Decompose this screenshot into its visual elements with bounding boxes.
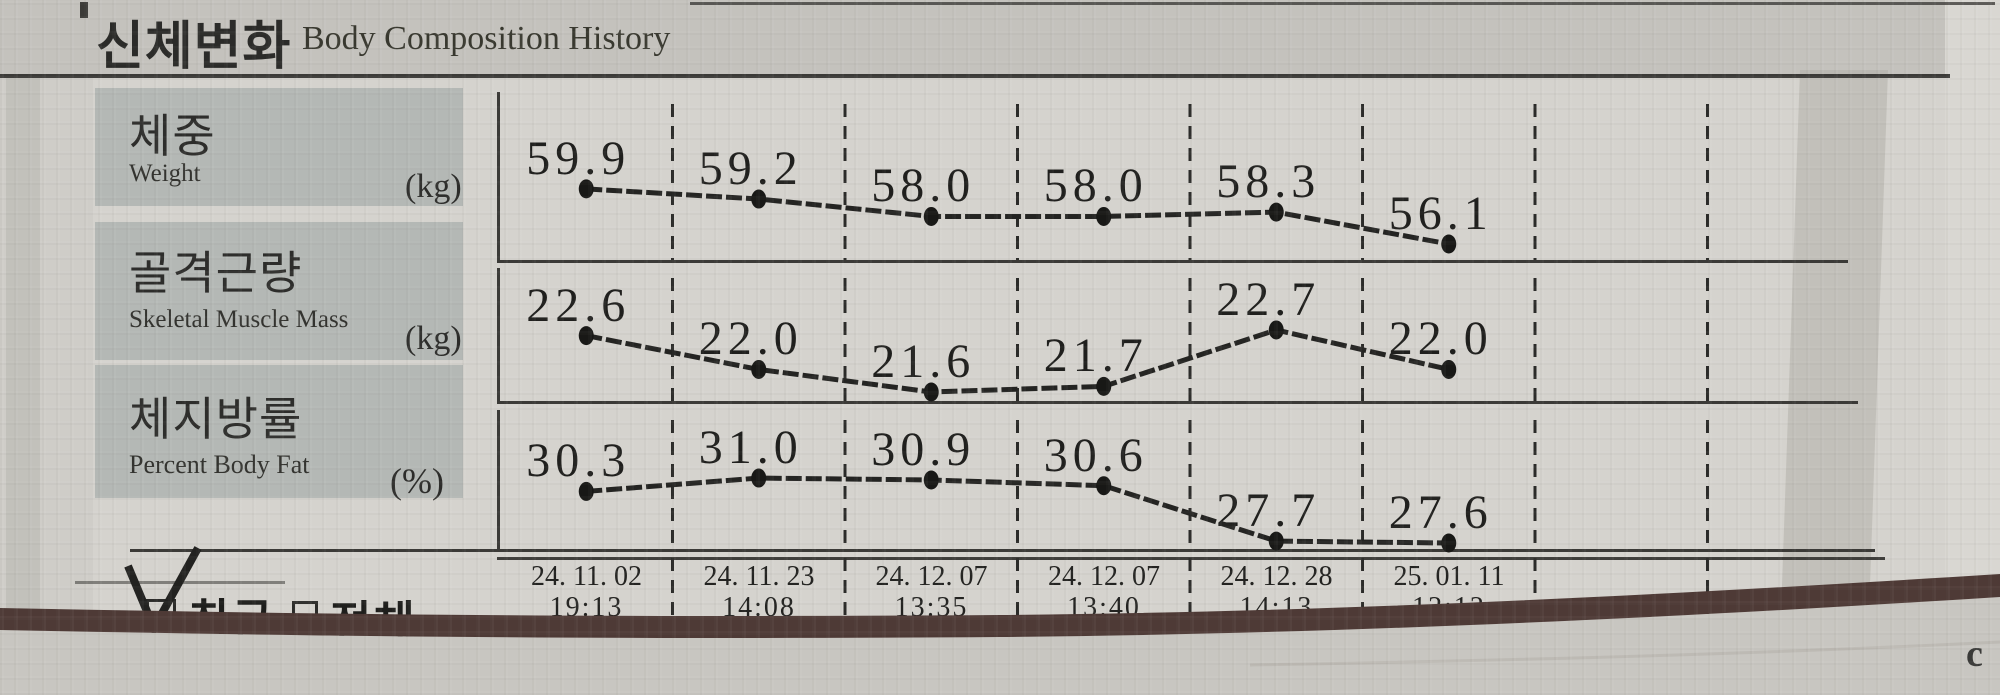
page-title-korean: 신체변화 <box>96 18 292 76</box>
x-date-label: 24. 12. 07 <box>1048 561 1160 592</box>
x-date-label: 24. 12. 28 <box>1220 561 1333 592</box>
x-time-label: 13:35 <box>894 592 969 623</box>
title-underline <box>0 74 1950 78</box>
value-label: 31.0 <box>698 421 803 475</box>
value-label: 30.3 <box>526 434 631 488</box>
value-label: 27.6 <box>1388 486 1493 539</box>
row-label-fat-korean: 체지방률 <box>129 393 303 445</box>
scan-corner-mark: c <box>1966 633 1983 675</box>
scan-fold-shadow <box>1779 70 1888 655</box>
recent-checkbox-label: 최근 <box>188 595 275 646</box>
all-checkbox-label: 전체 <box>330 597 417 648</box>
value-label: 21.7 <box>1043 329 1148 383</box>
value-label: 59.9 <box>526 131 631 185</box>
x-date-label: 24. 11. 23 <box>703 561 815 592</box>
x-date-label: 24. 12. 07 <box>875 561 988 592</box>
value-label: 22.0 <box>1388 312 1493 366</box>
scan-top-band <box>0 0 2000 76</box>
recent-checkbox <box>146 599 176 629</box>
row-label-weight-korean: 체중 <box>129 110 216 162</box>
row-label-muscle-korean: 골격근량 <box>129 247 303 299</box>
value-label: 22.7 <box>1216 272 1321 326</box>
value-label: 22.0 <box>698 312 803 366</box>
row-label-weight: 체중 Weight <box>95 88 463 206</box>
x-time-label: 14:13 <box>1239 592 1314 623</box>
all-checkbox <box>292 601 318 627</box>
value-label: 58.3 <box>1216 155 1321 209</box>
x-time-label: 14:08 <box>722 592 796 623</box>
value-label: 21.6 <box>871 335 976 388</box>
x-time-label: 12:12 <box>1412 592 1486 623</box>
row-label-fat-english: Percent Body Fat <box>129 450 310 479</box>
weight-baseline <box>497 260 1848 263</box>
value-label: 30.6 <box>1043 428 1148 482</box>
value-label: 58.0 <box>871 159 976 213</box>
unit-weight: (kg) <box>405 168 462 205</box>
value-label: 27.7 <box>1216 484 1321 538</box>
muscle-baseline <box>497 401 1858 404</box>
value-label: 22.6 <box>526 278 631 332</box>
scan-right-margin <box>1945 0 2000 695</box>
value-label: 56.1 <box>1388 187 1493 240</box>
table-bottom-line-outer <box>130 549 1875 552</box>
row-label-muscle: 골격근량 Skeletal Muscle Mass <box>95 222 463 360</box>
fat-axis-left <box>497 410 500 551</box>
x-time-label: 13:40 <box>1067 592 1141 623</box>
value-label: 59.2 <box>698 142 803 196</box>
row-label-weight-english: Weight <box>129 160 201 187</box>
unit-muscle: (kg) <box>405 320 462 357</box>
page-title-english: Body Composition History <box>302 20 671 57</box>
row-label-fat: 체지방률 Percent Body Fat <box>95 365 463 498</box>
scan-left-streak <box>6 76 40 695</box>
value-label: 58.0 <box>1043 159 1148 213</box>
value-label: 30.9 <box>871 422 976 476</box>
row-label-muscle-english: Skeletal Muscle Mass <box>129 306 349 333</box>
x-date-label: 25. 01. 11 <box>1393 561 1505 592</box>
scan-edge-tick <box>80 2 88 18</box>
unit-fat: (%) <box>390 461 444 501</box>
table-bottom-line-inner <box>497 557 1885 560</box>
muscle-axis-left <box>497 268 500 403</box>
weight-axis-left <box>497 92 500 262</box>
scan-edge-highlight <box>1249 640 2000 667</box>
page-top-edge-line <box>690 2 1995 5</box>
x-time-label: 19:13 <box>549 592 624 623</box>
x-date-label: 24. 11. 02 <box>531 561 642 592</box>
